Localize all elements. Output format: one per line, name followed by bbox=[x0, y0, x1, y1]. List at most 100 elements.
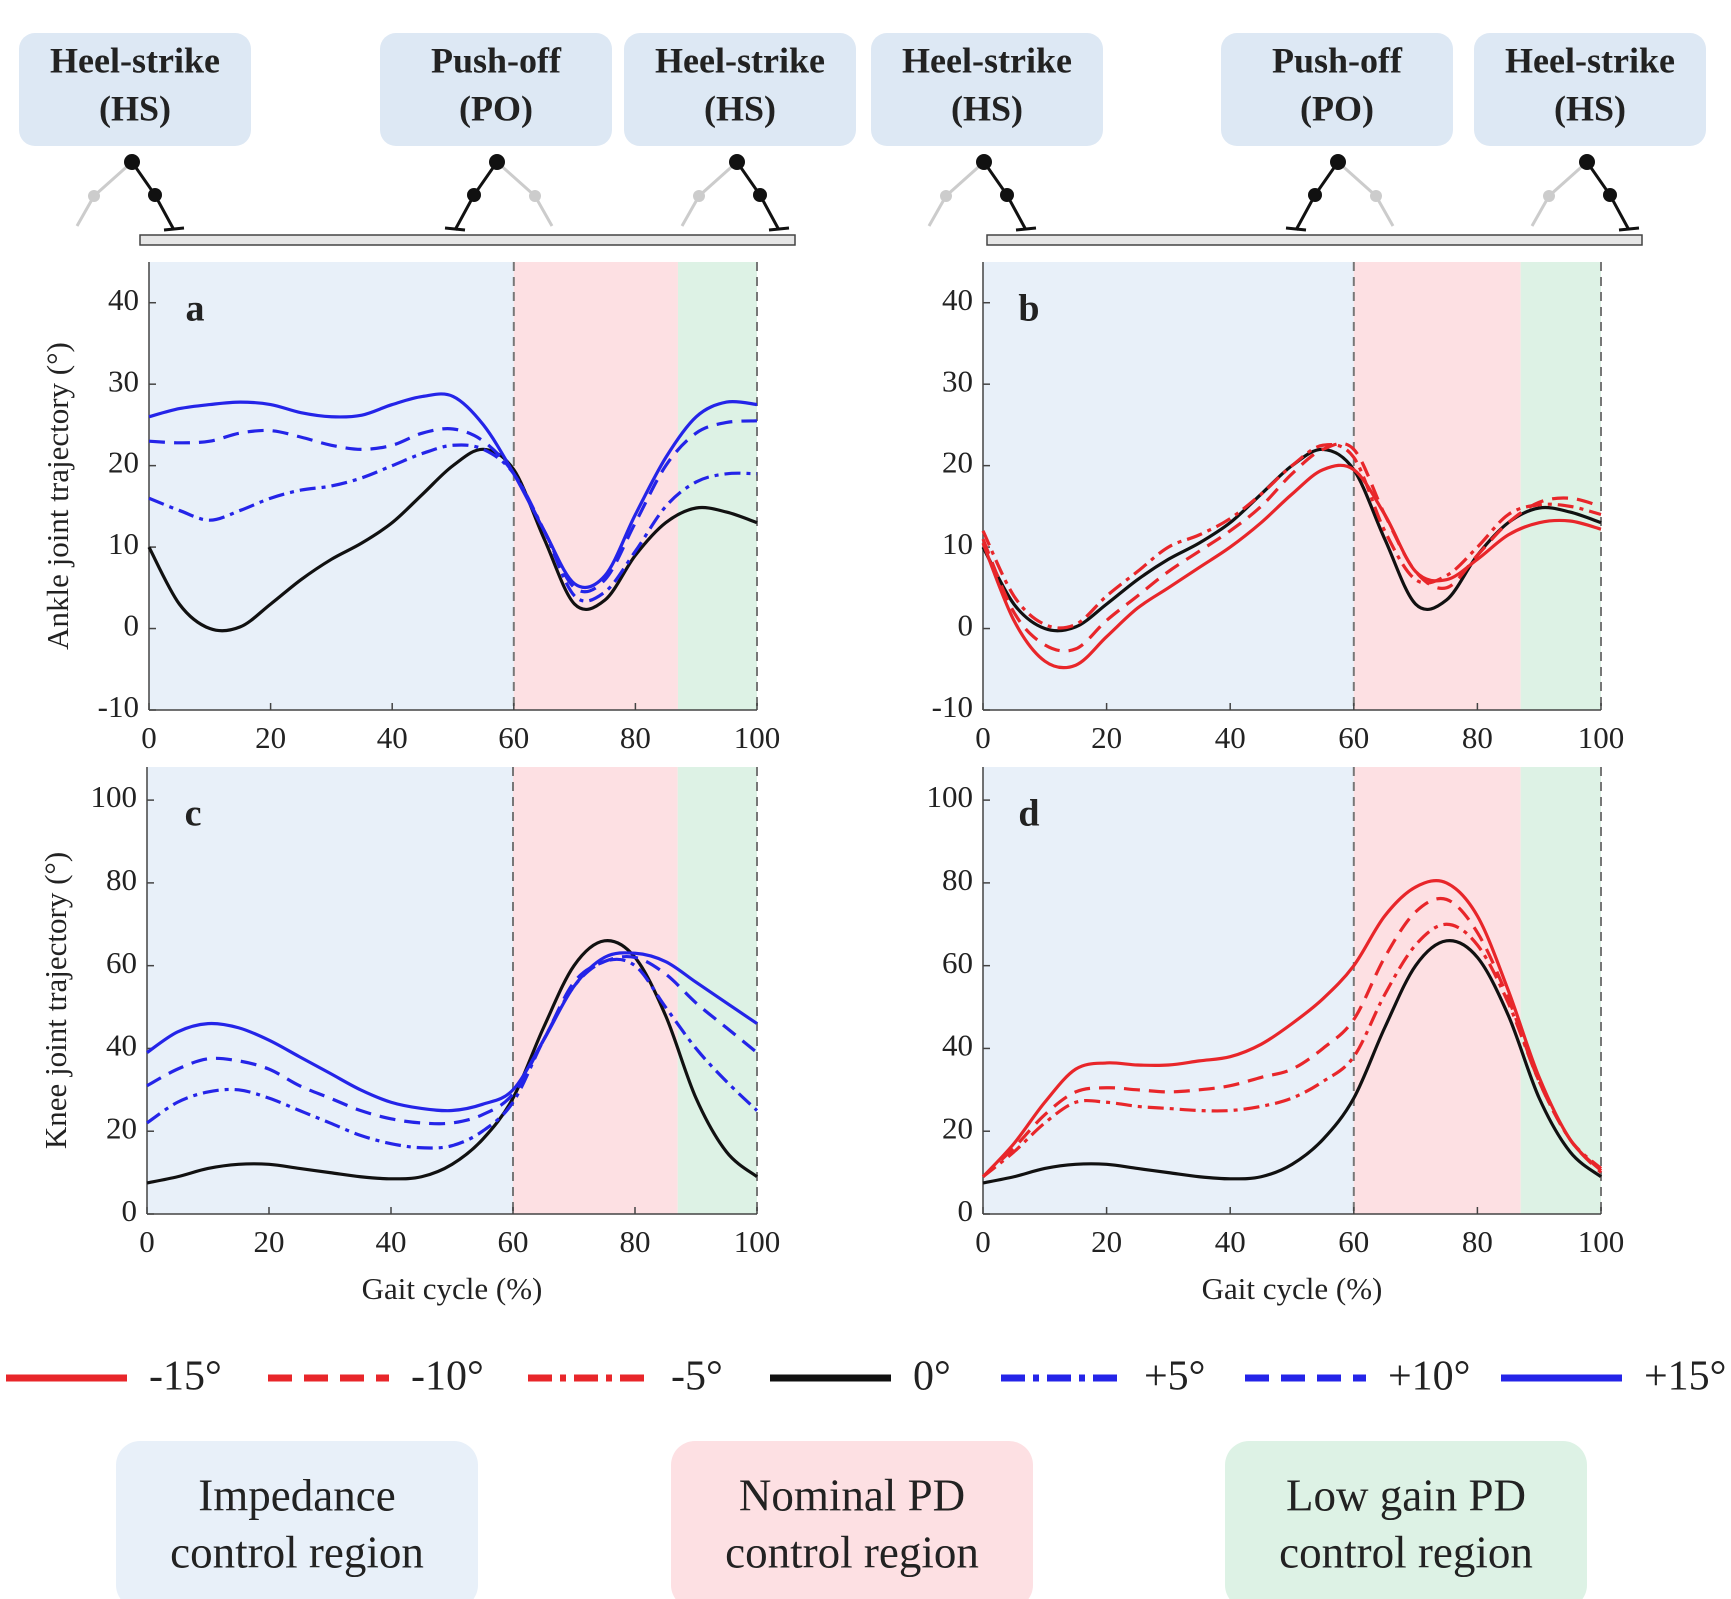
region-shade bbox=[983, 767, 1354, 1214]
x-tick-label: 0 bbox=[139, 1224, 155, 1259]
stick-joint bbox=[1000, 188, 1014, 202]
phase-label: (HS) bbox=[951, 88, 1023, 128]
x-tick-label: 40 bbox=[376, 1224, 407, 1259]
x-tick-label: 40 bbox=[1215, 720, 1246, 755]
x-tick-label: 80 bbox=[620, 1224, 651, 1259]
stick-leg bbox=[680, 160, 739, 227]
region-box bbox=[671, 1441, 1033, 1599]
y-tick-label: 40 bbox=[942, 282, 973, 317]
stick-joint bbox=[1308, 188, 1322, 202]
panel-label: b bbox=[1018, 288, 1039, 330]
series-line bbox=[146, 954, 759, 1126]
x-tick-label: 80 bbox=[1462, 720, 1493, 755]
series-line bbox=[148, 443, 758, 603]
region-label: control region bbox=[725, 1527, 979, 1577]
region-box bbox=[1225, 1441, 1587, 1599]
panel-label: a bbox=[186, 288, 205, 330]
series-line bbox=[148, 392, 758, 590]
stick-joint bbox=[124, 154, 140, 170]
phase-label: (PO) bbox=[1300, 88, 1374, 128]
stick-joint bbox=[1579, 154, 1595, 170]
phase-label: Heel-strike bbox=[902, 40, 1072, 80]
stick-joint bbox=[1603, 188, 1617, 202]
legend-label: -5° bbox=[671, 1354, 723, 1400]
stick-joint bbox=[88, 190, 100, 202]
region-shade bbox=[1353, 262, 1521, 710]
stick-joint bbox=[467, 188, 481, 202]
region-shade bbox=[677, 767, 757, 1214]
y-tick-label: 100 bbox=[91, 779, 138, 814]
stick-leg bbox=[927, 160, 986, 227]
region-label: control region bbox=[1279, 1527, 1533, 1577]
y-tick-label: 0 bbox=[958, 608, 974, 643]
x-tick-label: 60 bbox=[498, 720, 529, 755]
ground bbox=[139, 234, 796, 246]
stick-leg bbox=[1530, 160, 1589, 227]
phase-label: (HS) bbox=[1554, 88, 1626, 128]
stick-joint bbox=[1370, 190, 1382, 202]
y-tick-label: 100 bbox=[927, 779, 974, 814]
phase-box bbox=[1221, 33, 1453, 146]
y-tick-label: 20 bbox=[108, 445, 139, 480]
x-tick-label: 100 bbox=[1578, 1224, 1625, 1259]
phase-box bbox=[19, 33, 251, 146]
y-axis-label: Knee joint trajectory (°) bbox=[38, 852, 73, 1149]
series-line bbox=[146, 957, 759, 1150]
x-axis-label: Gait cycle (%) bbox=[362, 1271, 543, 1306]
y-tick-label: -10 bbox=[98, 689, 139, 724]
x-tick-label: 100 bbox=[734, 1224, 781, 1259]
y-tick-label: 0 bbox=[958, 1193, 974, 1228]
region-shade bbox=[983, 262, 1354, 710]
series-line bbox=[146, 939, 759, 1185]
x-tick-label: 20 bbox=[1091, 1224, 1122, 1259]
stick-joint bbox=[753, 188, 767, 202]
series-line bbox=[982, 939, 1603, 1185]
legend-label: +10° bbox=[1388, 1354, 1470, 1400]
series-line bbox=[981, 441, 1602, 653]
x-tick-label: 60 bbox=[1338, 1224, 1369, 1259]
y-tick-label: 60 bbox=[942, 945, 973, 980]
y-tick-label: 30 bbox=[108, 363, 139, 398]
x-tick-label: 80 bbox=[1462, 1224, 1493, 1259]
x-tick-label: 40 bbox=[377, 720, 408, 755]
x-tick-label: 0 bbox=[975, 720, 991, 755]
stick-joint bbox=[693, 190, 705, 202]
stick-leg bbox=[1336, 160, 1395, 227]
region-label: Nominal PD bbox=[739, 1470, 965, 1520]
panel-label: d bbox=[1018, 793, 1039, 835]
x-tick-label: 40 bbox=[1215, 1224, 1246, 1259]
ground bbox=[986, 234, 1643, 246]
series-line bbox=[981, 896, 1603, 1178]
legend-label: +15° bbox=[1644, 1354, 1726, 1400]
y-tick-label: 60 bbox=[106, 945, 137, 980]
stick-joint bbox=[489, 154, 505, 170]
phase-label: Push-off bbox=[431, 40, 562, 80]
phase-label: (PO) bbox=[459, 88, 533, 128]
stick-joint bbox=[148, 188, 162, 202]
stick-joint bbox=[729, 154, 745, 170]
x-tick-label: 60 bbox=[498, 1224, 529, 1259]
region-shade bbox=[1353, 767, 1521, 1214]
x-tick-label: 100 bbox=[1578, 720, 1625, 755]
x-axis-label: Gait cycle (%) bbox=[1202, 1271, 1383, 1306]
region-label: control region bbox=[170, 1527, 424, 1577]
region-shade bbox=[677, 262, 757, 710]
stick-joint bbox=[1543, 190, 1555, 202]
stick-leg bbox=[495, 160, 554, 227]
phase-label: (HS) bbox=[99, 88, 171, 128]
y-tick-label: 40 bbox=[106, 1028, 137, 1063]
y-axis-label: Ankle joint trajectory (°) bbox=[40, 342, 75, 650]
legend-label: 0° bbox=[913, 1354, 951, 1400]
phase-box bbox=[1474, 33, 1706, 146]
x-tick-label: 20 bbox=[255, 720, 286, 755]
panel-label: c bbox=[185, 793, 202, 835]
region-shade bbox=[149, 262, 514, 710]
region-shade bbox=[1520, 767, 1601, 1214]
series-line bbox=[147, 447, 758, 633]
legend-label: +5° bbox=[1144, 1354, 1205, 1400]
x-tick-label: 20 bbox=[1091, 720, 1122, 755]
series-line bbox=[981, 443, 1602, 630]
series-line bbox=[981, 463, 1602, 670]
x-tick-label: 0 bbox=[975, 1224, 991, 1259]
phase-box bbox=[871, 33, 1103, 146]
